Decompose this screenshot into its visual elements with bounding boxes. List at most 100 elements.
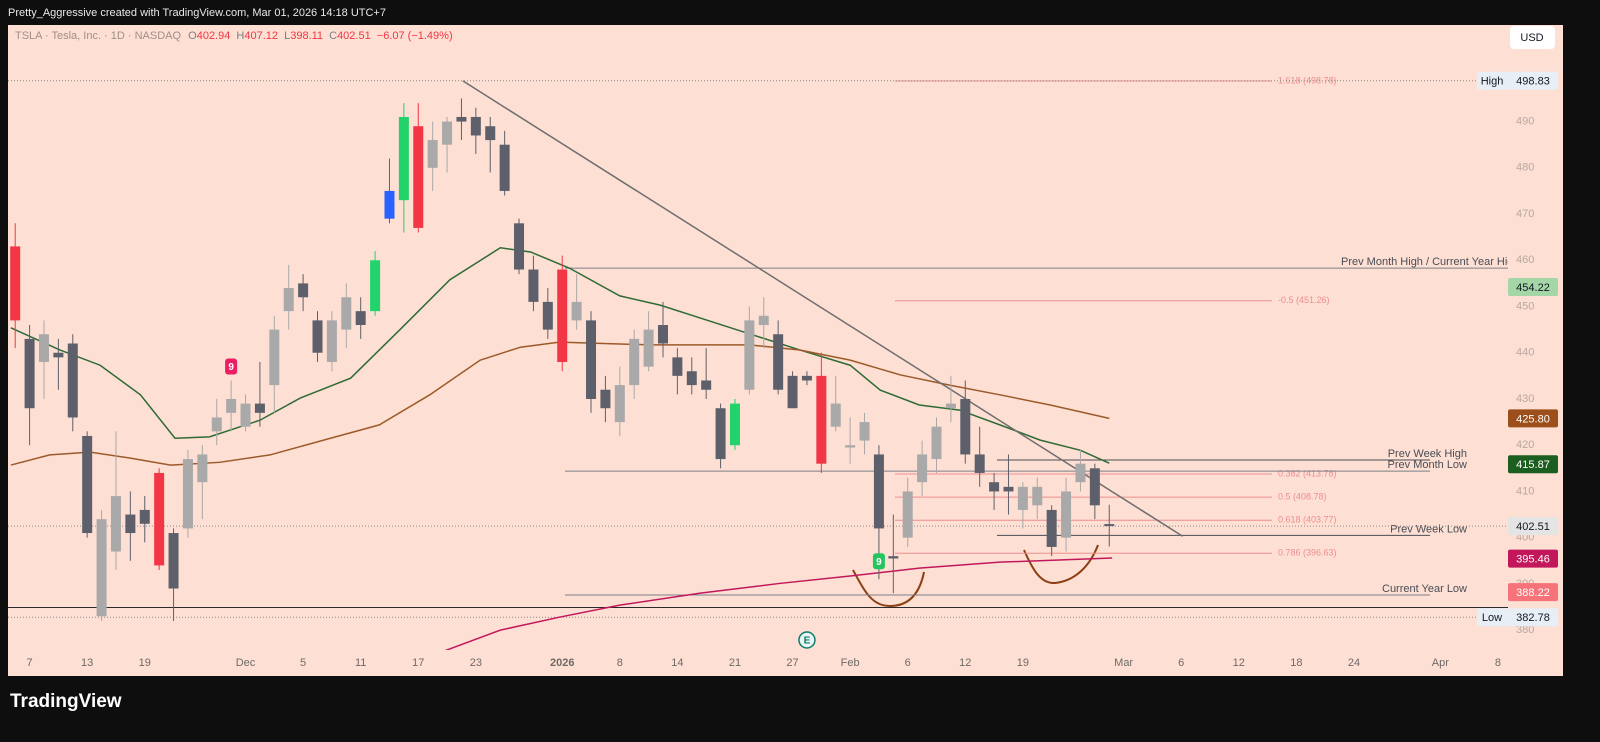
- fib-label: 0.618 (403.77): [1278, 515, 1337, 525]
- level-label: Current Year Low: [1382, 583, 1467, 595]
- candle-body: [398, 116, 409, 201]
- level-label: Prev Month Low: [1388, 459, 1468, 471]
- candle-body: [902, 491, 913, 538]
- candle-body: [686, 371, 697, 386]
- price-tag: [1508, 549, 1558, 568]
- trendline: [462, 80, 1184, 537]
- candle-body: [773, 334, 784, 390]
- x-tick-label: 2026: [550, 657, 574, 669]
- candle-body: [1003, 486, 1014, 492]
- x-tick-label: 18: [1290, 657, 1302, 669]
- candle-body: [197, 454, 208, 483]
- candle-body: [859, 422, 870, 441]
- symbol: TSLA · Tesla, Inc. · 1D · NASDAQ: [15, 30, 182, 42]
- currency-button[interactable]: [1510, 26, 1555, 49]
- candle-body: [1017, 486, 1028, 510]
- x-tick-label: 13: [81, 657, 93, 669]
- price-tag: [1508, 517, 1558, 536]
- candle-body: [960, 398, 971, 455]
- ohlc-key: H: [236, 30, 244, 42]
- x-tick-label: 19: [139, 657, 151, 669]
- change: −6.07 (−1.49%): [377, 30, 453, 42]
- moving-average: [10, 341, 1110, 466]
- price-tag: [1508, 278, 1558, 297]
- candle-body: [427, 140, 438, 168]
- candle-body: [542, 301, 553, 330]
- candle-body: [53, 352, 64, 358]
- x-tick-label: 8: [617, 657, 623, 669]
- price-tag-title-box: [1477, 608, 1508, 627]
- x-tick-label: 19: [1017, 657, 1029, 669]
- fib-label: -0.5 (451.26): [1278, 295, 1330, 305]
- x-tick-label: 8: [1495, 657, 1501, 669]
- ohlc-value: 402.51: [337, 30, 371, 42]
- hand-drawn-curve: [1023, 544, 1099, 585]
- candle-body: [283, 288, 294, 312]
- candle-body: [38, 334, 49, 362]
- price-tag: [1508, 409, 1558, 428]
- candle-body: [657, 325, 668, 344]
- candle-body: [254, 403, 265, 413]
- ohlc-key: L: [284, 30, 290, 42]
- marker-label: 9: [228, 362, 234, 373]
- x-tick-label: 6: [905, 657, 911, 669]
- candle-body: [629, 338, 640, 386]
- x-tick-label: 12: [1233, 657, 1245, 669]
- candle-body: [211, 417, 222, 432]
- candle-body: [470, 116, 481, 136]
- candle-body: [110, 496, 121, 552]
- x-tick-label: 5: [300, 657, 306, 669]
- candle-body: [326, 320, 337, 362]
- price-tag: [1508, 608, 1558, 627]
- candle-body: [600, 389, 611, 409]
- candle-body: [729, 403, 740, 446]
- earnings-marker: [798, 631, 816, 649]
- candle-body: [1061, 491, 1072, 538]
- y-tick-label: 470: [1516, 208, 1534, 220]
- candle-body: [10, 246, 21, 321]
- fib-label: 0.382 (413.78): [1278, 468, 1337, 478]
- candle-body: [82, 435, 93, 534]
- ohlc-value: 402.94: [197, 30, 231, 42]
- candle-body: [154, 472, 165, 566]
- price-tag-label: 402.51: [1516, 521, 1550, 533]
- price-tag-label: 425.80: [1516, 413, 1550, 425]
- candle-body: [139, 509, 150, 524]
- fib-label: 0.786 (396.63): [1278, 548, 1337, 558]
- price-tag-title: High: [1481, 76, 1504, 88]
- candle-body: [989, 482, 1000, 492]
- price-tag-label: 395.46: [1516, 554, 1550, 566]
- currency-label[interactable]: USD: [1520, 32, 1543, 44]
- candle-body: [1046, 509, 1057, 547]
- x-tick-label: 27: [786, 657, 798, 669]
- x-tick-label: Dec: [236, 657, 256, 669]
- level-label: Prev Week Low: [1390, 523, 1467, 535]
- candle-body: [370, 260, 381, 312]
- plot: 1.618 (498.78)-0.5 (451.26)0.382 (413.78…: [8, 75, 1508, 650]
- candle-body: [384, 190, 395, 219]
- y-tick-label: 420: [1516, 439, 1534, 451]
- candle-body: [442, 121, 453, 145]
- x-tick-label: 14: [671, 657, 683, 669]
- candle-body: [643, 329, 654, 367]
- candle-body: [485, 126, 496, 141]
- marker-label: 9: [876, 557, 882, 568]
- level-label: Prev Week High: [1388, 448, 1467, 460]
- candle-body: [67, 343, 78, 418]
- ohlc-key: C: [329, 30, 337, 42]
- legend: TSLA · Tesla, Inc. · 1D · NASDAQ O402.94…: [15, 30, 453, 42]
- candle-body: [182, 459, 193, 529]
- y-tick-label: 380: [1516, 624, 1534, 636]
- sequence-marker: [872, 553, 885, 570]
- moving-average: [445, 557, 1113, 650]
- candle-body: [413, 126, 424, 228]
- candle-body: [701, 380, 712, 390]
- candle-body: [586, 320, 597, 399]
- candle-body: [845, 445, 856, 448]
- x-tick-label: 17: [412, 657, 424, 669]
- sequence-marker: [225, 358, 238, 375]
- candle-body: [787, 375, 798, 409]
- y-tick-label: 450: [1516, 300, 1534, 312]
- candle-body: [1075, 463, 1086, 483]
